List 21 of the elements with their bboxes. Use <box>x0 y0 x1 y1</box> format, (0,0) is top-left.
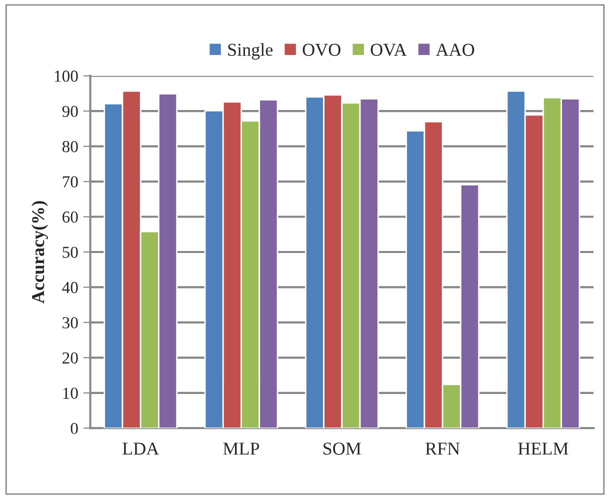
x-tick-label: LDA <box>122 442 160 455</box>
y-tick-label: 90 <box>62 106 78 118</box>
x-tick-label: RFN <box>426 442 460 455</box>
legend-label: OVA <box>370 44 407 56</box>
y-tick-label: 40 <box>62 282 78 294</box>
y-tick-label: 0 <box>70 422 78 434</box>
y-tick-label: 50 <box>62 246 78 258</box>
x-tick-label: HELM <box>518 442 568 455</box>
legend-label: AAO <box>436 44 474 56</box>
y-tick-label: 10 <box>63 388 78 399</box>
y-tick-label: 70 <box>62 176 78 188</box>
y-axis-title: Accuracy(%) <box>31 201 48 304</box>
legend-label: Single <box>228 43 273 60</box>
x-tick-label: MLP <box>223 442 260 455</box>
y-tick-label: 100 <box>54 70 78 82</box>
x-tick-label: SOM <box>324 442 361 455</box>
legend-label: OVO <box>302 44 340 56</box>
y-tick-label: 60 <box>62 211 78 223</box>
y-tick-label: 30 <box>62 317 78 328</box>
y-tick-label: 80 <box>62 141 78 152</box>
y-tick-label: 20 <box>62 352 78 364</box>
